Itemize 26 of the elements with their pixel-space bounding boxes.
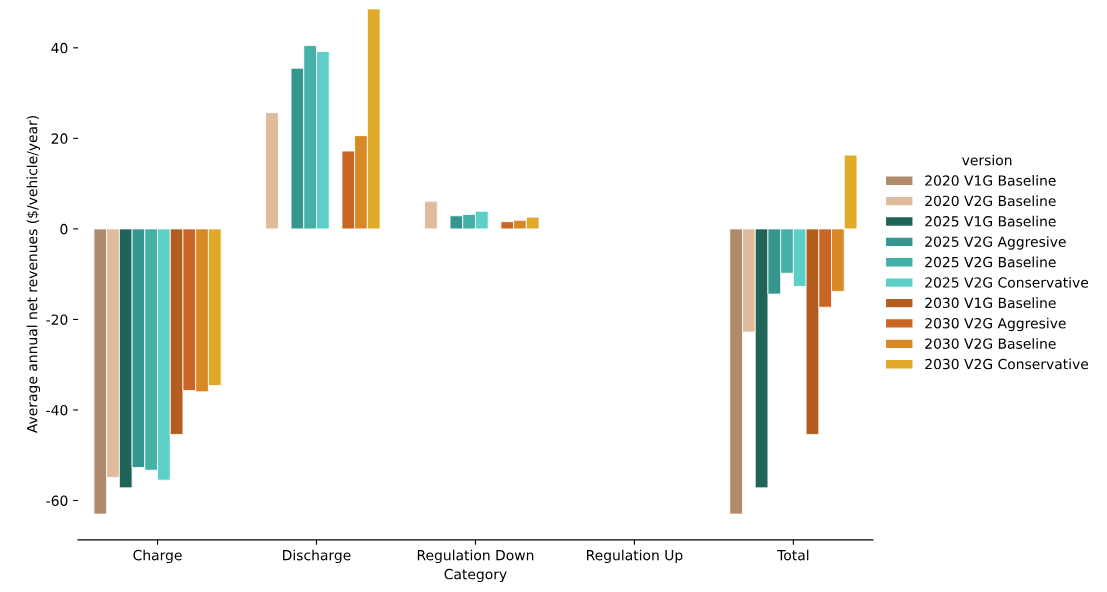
legend-label: 2025 V2G Baseline <box>925 256 1056 268</box>
y-tick-label: -60 <box>46 495 68 506</box>
x-axis-title: Category <box>444 568 507 583</box>
bar <box>265 112 279 230</box>
legend-label: 2030 V2G Baseline <box>925 338 1056 349</box>
x-tick-label: Discharge <box>283 549 351 564</box>
y-tick-label: 0 <box>60 223 68 235</box>
legend-label: 2020 V2G Baseline <box>925 195 1056 207</box>
legend-label: 2030 V1G Baseline <box>925 297 1056 309</box>
y-tick-label: -40 <box>46 404 68 416</box>
x-tick-label: Charge <box>133 549 182 564</box>
legend-label: 2025 V2G Conservative <box>925 276 1089 288</box>
y-tick-label: 40 <box>51 42 68 54</box>
x-tick-label: Total <box>777 549 809 561</box>
x-tick-label: Regulation Down <box>417 549 534 564</box>
legend-label: 2025 V2G Aggresive <box>925 236 1066 250</box>
y-tick-label: 20 <box>51 133 68 144</box>
legend-label: 2025 V1G Baseline <box>925 215 1056 227</box>
x-tick-label: Regulation Up <box>587 549 683 564</box>
legend-title: version <box>962 154 1012 166</box>
y-tick-label: -20 <box>46 314 68 325</box>
legend-label: 2020 V1G Baseline <box>925 175 1056 186</box>
bar <box>424 200 438 230</box>
y-axis-title: Average annual net revenues ($/vehicle/year) <box>26 115 41 434</box>
legend-label: 2030 V2G Conservative <box>925 358 1089 370</box>
legend-label: 2030 V2G Aggresive <box>925 317 1066 332</box>
